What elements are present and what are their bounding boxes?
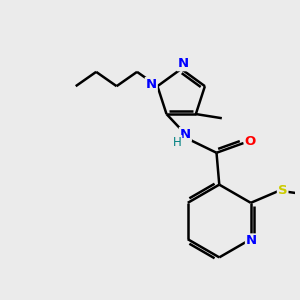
Text: S: S	[278, 184, 287, 196]
Text: N: N	[180, 128, 191, 141]
Text: O: O	[245, 135, 256, 148]
Text: N: N	[177, 57, 188, 70]
Text: H: H	[172, 136, 182, 149]
Text: N: N	[246, 234, 257, 248]
Text: N: N	[146, 78, 157, 91]
